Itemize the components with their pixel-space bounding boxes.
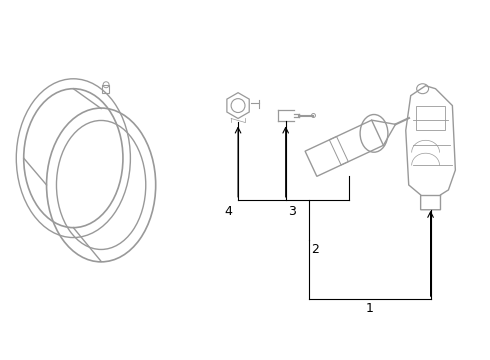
Text: 2: 2 (312, 243, 319, 256)
Text: 4: 4 (224, 205, 232, 218)
Text: 3: 3 (288, 205, 295, 218)
Text: 1: 1 (366, 302, 373, 315)
